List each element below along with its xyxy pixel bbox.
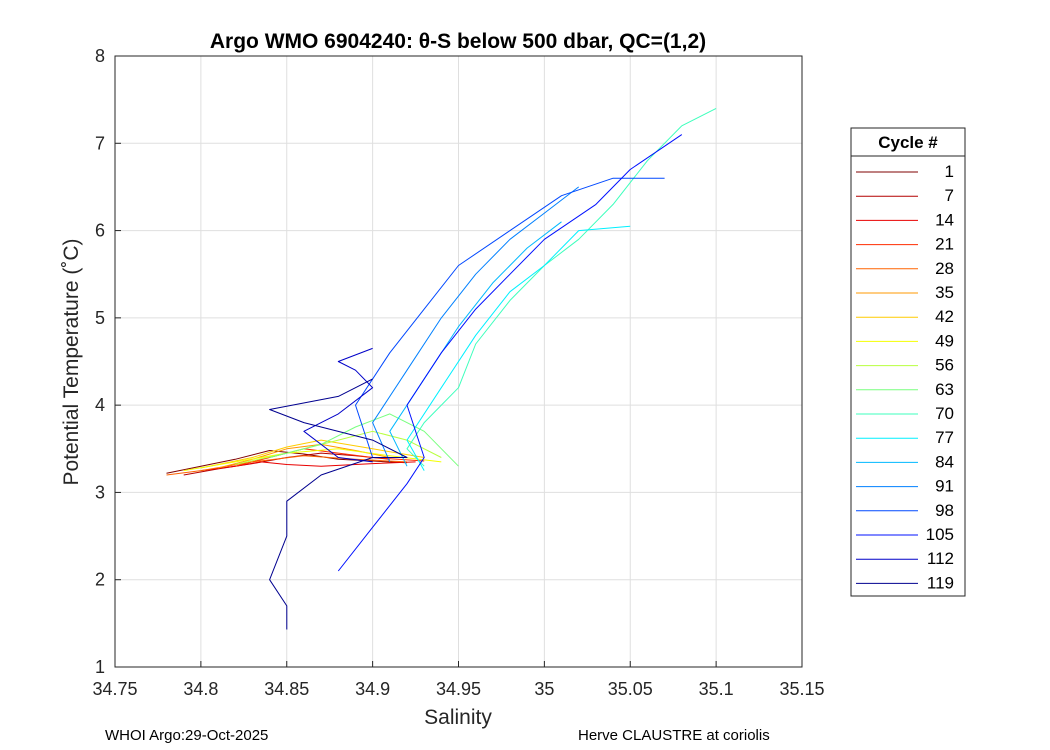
series-line-15 xyxy=(337,134,683,572)
legend-box xyxy=(850,127,966,597)
x-tick-label: 34.95 xyxy=(436,679,481,699)
legend-entry-label: 28 xyxy=(935,259,954,278)
legend-entry-label: 91 xyxy=(935,477,954,496)
series-line-9 xyxy=(269,413,459,467)
series-line-16 xyxy=(303,347,374,463)
x-axis: 34.75 34.8 34.85 34.9 34.95 35 35.05 35.1 35.15 xyxy=(92,661,825,699)
legend-entries: 1 7 14 21 28 35 42 49 56 63 70 77 84 91 98 105 112 119 xyxy=(856,162,954,592)
series-line-13 xyxy=(372,186,580,463)
y-tick-label: 8 xyxy=(95,46,105,66)
legend-entry-label: 63 xyxy=(935,380,954,399)
x-tick-label: 35.1 xyxy=(699,679,734,699)
series-line-3 xyxy=(235,448,425,467)
legend-entry-label: 14 xyxy=(935,210,954,229)
series-line-4 xyxy=(166,455,408,476)
x-tick-label: 35 xyxy=(534,679,554,699)
legend-entry-label: 84 xyxy=(935,452,954,471)
legend-entry-label: 42 xyxy=(935,307,954,326)
x-tick-label: 35.05 xyxy=(608,679,653,699)
legend-entry-label: 49 xyxy=(935,331,954,350)
legend-entry-label: 105 xyxy=(926,525,954,544)
legend: Cycle # 17142128354249566370778491981051… xyxy=(850,127,966,597)
x-tick-label: 34.85 xyxy=(264,679,309,699)
series-line-7 xyxy=(183,448,442,472)
legend-entry-label: 119 xyxy=(927,573,954,592)
series-line-10 xyxy=(406,107,717,467)
series-line-17 xyxy=(269,378,408,630)
y-tick-label: 3 xyxy=(95,482,105,502)
series-line-11 xyxy=(406,225,631,471)
legend-entry-label: 98 xyxy=(935,501,954,520)
series-line-2 xyxy=(200,461,416,472)
legend-entry-label: 56 xyxy=(935,356,954,375)
y-tick-label: 6 xyxy=(95,221,105,241)
legend-entry-label: 7 xyxy=(945,186,954,205)
legend-entry-label: 1 xyxy=(945,162,954,181)
x-tick-label: 34.9 xyxy=(355,679,390,699)
y-tick-label: 5 xyxy=(95,308,105,328)
y-tick-label: 2 xyxy=(95,570,105,590)
x-tick-label: 34.8 xyxy=(183,679,218,699)
series-line-14 xyxy=(355,177,665,458)
chart-title: Argo WMO 6904240: θ-S below 500 dbar, QC… xyxy=(210,30,706,53)
legend-entry-label: 35 xyxy=(935,283,954,302)
legend-entry-label: 77 xyxy=(935,428,954,447)
y-tick-label: 4 xyxy=(95,395,105,415)
series-layer xyxy=(166,107,717,630)
y-tick-label: 7 xyxy=(95,133,105,153)
series-line-12 xyxy=(389,221,562,467)
x-tick-label: 34.75 xyxy=(92,679,137,699)
legend-title: Cycle # xyxy=(878,133,938,152)
legend-entry-label: 21 xyxy=(935,235,954,254)
x-axis-label: Salinity xyxy=(424,706,492,729)
y-axis-label: Potential Temperature (˚C) xyxy=(60,238,83,485)
footer-source: WHOI Argo:29-Oct-2025 xyxy=(105,727,269,744)
y-tick-label: 1 xyxy=(95,657,105,677)
series-line-6 xyxy=(200,439,425,469)
x-tick-label: 35.15 xyxy=(779,679,824,699)
footer-credit: Herve CLAUSTRE at coriolis xyxy=(578,727,770,744)
legend-entry-label: 112 xyxy=(927,549,954,568)
y-axis: 1 2 3 4 5 6 7 8 xyxy=(95,46,121,677)
legend-entry-label: 70 xyxy=(935,404,954,423)
